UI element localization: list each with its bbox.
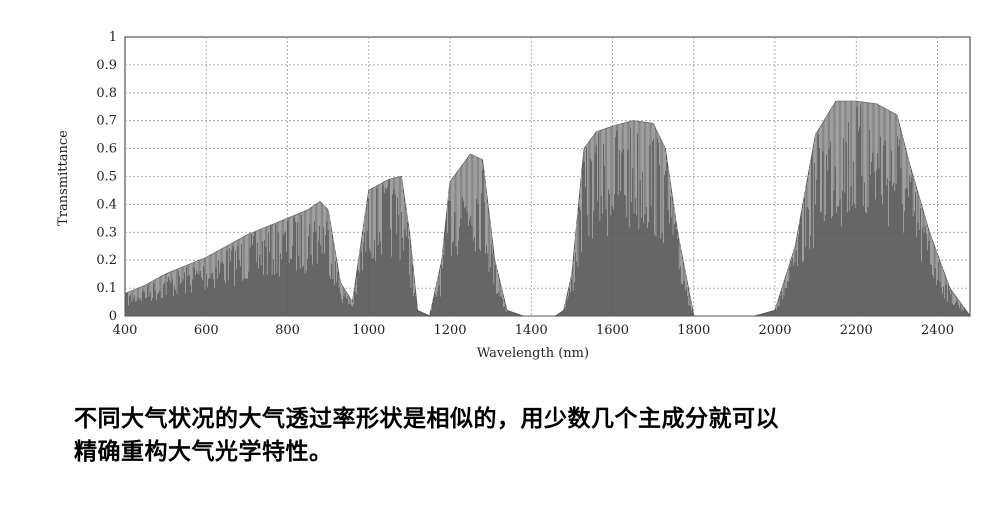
x-tick-label: 600 [194, 323, 219, 338]
x-tick-label: 1800 [677, 323, 710, 338]
y-tick-label: 0.6 [96, 142, 117, 157]
y-tick-label: 0.8 [96, 86, 117, 101]
x-tick-label: 2200 [840, 323, 873, 338]
y-tick-label: 0.3 [96, 225, 117, 240]
x-tick-label: 2000 [758, 323, 791, 338]
x-tick-label: 400 [113, 323, 138, 338]
x-axis-label: Wavelength (nm) [477, 346, 589, 361]
transmittance-chart: 0 0.1 0.2 0.3 0.4 0.5 0.6 0.7 0.8 0.9 1 400 600 800 1… [56, 30, 971, 361]
x-tick-label: 1400 [515, 323, 548, 338]
x-tick-label: 1000 [352, 323, 385, 338]
x-tick-label: 1200 [433, 323, 466, 338]
absorption-line-texture [126, 101, 964, 312]
x-tick-label: 800 [275, 323, 300, 338]
transmittance-series [124, 100, 971, 317]
y-tick-label: 0 [109, 309, 117, 324]
y-tick-label: 0.4 [96, 197, 117, 212]
y-tick-label: 1 [109, 30, 117, 45]
y-tick-label: 0.9 [96, 58, 117, 73]
caption-line-1: 不同大气状况的大气透过率形状是相似的，用少数几个主成分就可以 [74, 406, 779, 432]
y-tick-label: 0.5 [96, 170, 117, 185]
x-tick-label: 1600 [596, 323, 629, 338]
y-axis-label: Transmittance [56, 130, 71, 226]
y-tick-label: 0.1 [96, 281, 117, 296]
y-tick-labels: 0 0.1 0.2 0.3 0.4 0.5 0.6 0.7 0.8 0.9 1 [96, 30, 117, 324]
plot-area [124, 100, 971, 317]
x-tick-labels: 400 600 800 1000 1200 1400 1600 1800 2000 2200 240… [113, 323, 954, 338]
y-tick-label: 0.7 [96, 114, 117, 129]
y-tick-label: 0.2 [96, 253, 117, 268]
caption: 不同大气状况的大气透过率形状是相似的，用少数几个主成分就可以 精确重构大气光学特… [74, 403, 974, 469]
x-tick-label: 2400 [921, 323, 954, 338]
caption-line-2: 精确重构大气光学特性。 [74, 439, 333, 465]
